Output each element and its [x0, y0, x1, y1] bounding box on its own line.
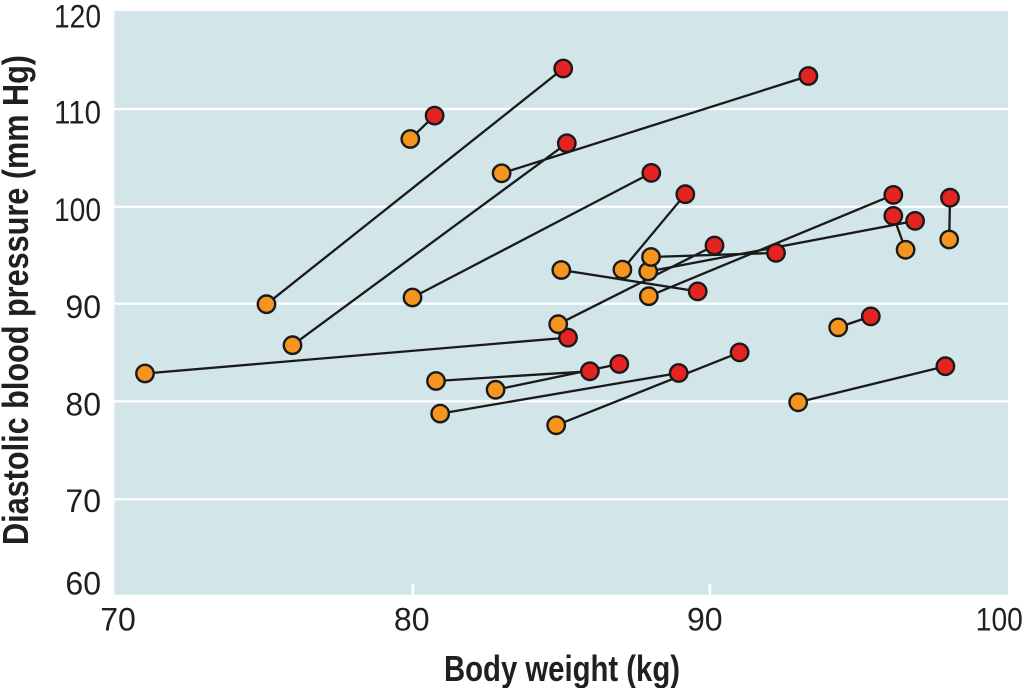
svg-text:90: 90	[687, 602, 723, 638]
svg-text:120: 120	[54, 0, 101, 35]
svg-text:110: 110	[54, 94, 101, 130]
svg-text:100: 100	[54, 192, 101, 228]
svg-text:100: 100	[976, 602, 1023, 638]
svg-text:80: 80	[394, 602, 430, 638]
svg-text:60: 60	[65, 566, 101, 602]
svg-text:80: 80	[65, 387, 101, 423]
svg-text:Diastolic blood pressure (mm H: Diastolic blood pressure (mm Hg)	[0, 55, 36, 545]
svg-text:70: 70	[65, 483, 101, 519]
svg-text:70: 70	[100, 602, 136, 638]
svg-text:90: 90	[65, 289, 101, 325]
svg-text:Body weight (kg): Body weight (kg)	[444, 648, 680, 688]
